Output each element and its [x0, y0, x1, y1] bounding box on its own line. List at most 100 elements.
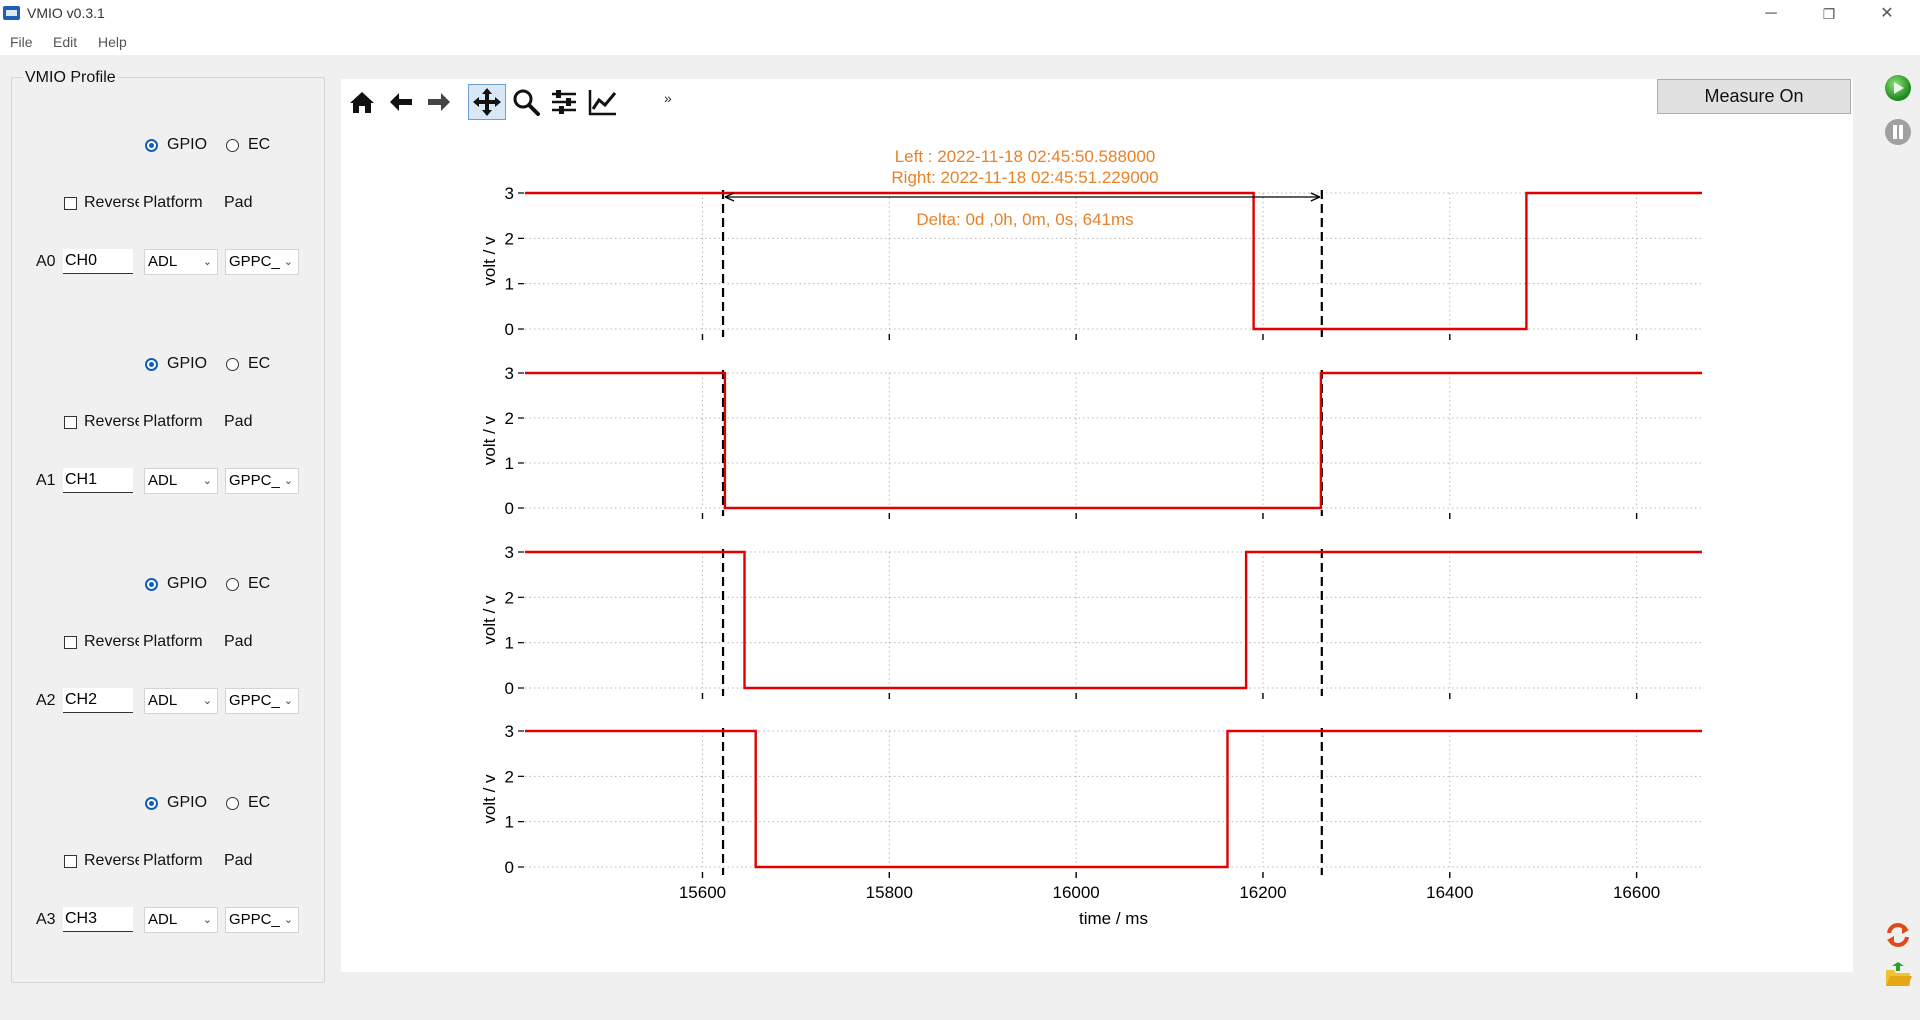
reverse-label: Reverse — [84, 633, 139, 650]
ec-radio[interactable] — [226, 578, 239, 591]
reverse-checkbox[interactable] — [64, 197, 77, 210]
pad-label: Pad — [224, 194, 253, 211]
open-folder-icon[interactable] — [1884, 960, 1912, 988]
vmio-profile-title: VMIO Profile — [23, 69, 118, 87]
pause-icon[interactable] — [1884, 118, 1912, 146]
x-tick-label: 15600 — [679, 883, 726, 902]
reverse-checkbox[interactable] — [64, 416, 77, 429]
y-tick-label: 2 — [505, 588, 514, 607]
refresh-icon[interactable] — [1884, 921, 1912, 949]
platform-select-value: ADL — [148, 472, 178, 489]
reverse-label: Reverse — [84, 852, 139, 869]
reverse-checkbox[interactable] — [64, 636, 77, 649]
y-tick-label: 1 — [505, 454, 514, 473]
chevron-down-icon: ⌄ — [202, 475, 212, 487]
pad-select[interactable]: GPPC_ ⌄ — [225, 907, 299, 933]
platform-select[interactable]: ADL ⌄ — [144, 688, 218, 714]
forward-arrow-icon[interactable] — [420, 84, 458, 120]
platform-select-value: ADL — [148, 692, 178, 709]
menu-edit[interactable]: Edit — [53, 34, 78, 50]
platform-label: Platform — [143, 633, 203, 650]
minimize-button[interactable]: ─ — [1765, 5, 1777, 22]
platform-select[interactable]: ADL ⌄ — [144, 907, 218, 933]
zoom-icon[interactable] — [507, 84, 545, 120]
platform-select[interactable]: ADL ⌄ — [144, 468, 218, 494]
vmio-profile-group — [11, 77, 325, 983]
delta-arrow-left-head — [724, 192, 735, 202]
platform-label: Platform — [143, 852, 203, 869]
pad-label: Pad — [224, 413, 253, 430]
reverse-label: Reverse — [84, 194, 139, 211]
home-icon[interactable] — [343, 84, 381, 120]
signal-trace-3 — [525, 729, 1702, 869]
x-tick-label: 16600 — [1613, 883, 1660, 902]
y-tick-label: 1 — [505, 634, 514, 653]
chevron-down-icon: ⌄ — [202, 914, 212, 926]
chevron-down-icon: ⌄ — [283, 256, 293, 268]
menu-bar: File Edit Help — [0, 28, 1920, 55]
y-tick-label: 0 — [505, 320, 514, 339]
measure-on-button[interactable]: Measure On — [1657, 79, 1851, 114]
chevron-down-icon: ⌄ — [283, 914, 293, 926]
platform-select[interactable]: ADL ⌄ — [144, 249, 218, 275]
close-button[interactable]: ✕ — [1880, 5, 1894, 22]
channel-address: A2 — [36, 692, 56, 709]
pan-icon[interactable] — [468, 84, 506, 120]
signal-trace-1 — [525, 371, 1702, 510]
pad-select[interactable]: GPPC_ ⌄ — [225, 468, 299, 494]
gpio-radio-label: GPIO — [167, 794, 208, 811]
channel-name-input[interactable] — [63, 907, 133, 932]
start-icon[interactable] — [1884, 74, 1912, 102]
y-tick-label: 3 — [505, 364, 514, 383]
channel-name-input[interactable] — [63, 249, 133, 274]
platform-select-value: ADL — [148, 253, 178, 270]
configure-subplots-icon[interactable] — [545, 84, 583, 120]
menu-file[interactable]: File — [10, 34, 33, 50]
ec-radio[interactable] — [226, 797, 239, 810]
signal-trace-2 — [525, 550, 1702, 690]
toolbar-more-button[interactable]: » — [664, 90, 672, 106]
x-tick-label: 16200 — [1239, 883, 1286, 902]
gpio-radio[interactable] — [145, 578, 158, 591]
pad-select[interactable]: GPPC_ ⌄ — [225, 249, 299, 275]
y-axis-label: volt / v — [480, 595, 499, 645]
pad-select-value: GPPC_ — [229, 472, 280, 489]
title-bar: VMIO v0.3.1 ─ ❐ ✕ — [0, 0, 1920, 28]
y-tick-label: 0 — [505, 679, 514, 698]
y-tick-label: 1 — [505, 813, 514, 832]
channel-address: A1 — [36, 472, 56, 489]
y-tick-label: 3 — [505, 184, 514, 203]
y-tick-label: 2 — [505, 409, 514, 428]
pad-label: Pad — [224, 633, 253, 650]
restore-button[interactable]: ❐ — [1822, 6, 1836, 22]
ec-radio[interactable] — [226, 358, 239, 371]
menu-help[interactable]: Help — [98, 34, 127, 50]
signal-trace-0 — [525, 191, 1702, 331]
reverse-label: Reverse — [84, 413, 139, 430]
delta-arrow-right-head — [1310, 192, 1321, 202]
ec-radio[interactable] — [226, 139, 239, 152]
pad-select[interactable]: GPPC_ ⌄ — [225, 688, 299, 714]
y-tick-label: 3 — [505, 722, 514, 741]
platform-label: Platform — [143, 194, 203, 211]
gpio-radio[interactable] — [145, 139, 158, 152]
y-tick-label: 0 — [505, 858, 514, 877]
reverse-checkbox[interactable] — [64, 855, 77, 868]
y-tick-label: 2 — [505, 229, 514, 248]
ec-radio-label: EC — [248, 355, 271, 372]
back-arrow-icon[interactable] — [382, 84, 420, 120]
ec-radio-label: EC — [248, 794, 271, 811]
channel-name-input[interactable] — [63, 468, 133, 493]
window-title: VMIO v0.3.1 — [27, 5, 105, 21]
channel-address: A3 — [36, 911, 56, 928]
gpio-radio[interactable] — [145, 797, 158, 810]
gpio-radio[interactable] — [145, 358, 158, 371]
channel-name-input[interactable] — [63, 688, 133, 713]
edit-axes-icon[interactable] — [584, 84, 622, 120]
ec-radio-label: EC — [248, 136, 271, 153]
x-tick-label: 16000 — [1052, 883, 1099, 902]
pad-select-value: GPPC_ — [229, 253, 280, 270]
y-axis-label: volt / v — [480, 415, 499, 465]
left-cursor-timestamp: Left : 2022-11-18 02:45:50.588000 — [895, 147, 1156, 166]
